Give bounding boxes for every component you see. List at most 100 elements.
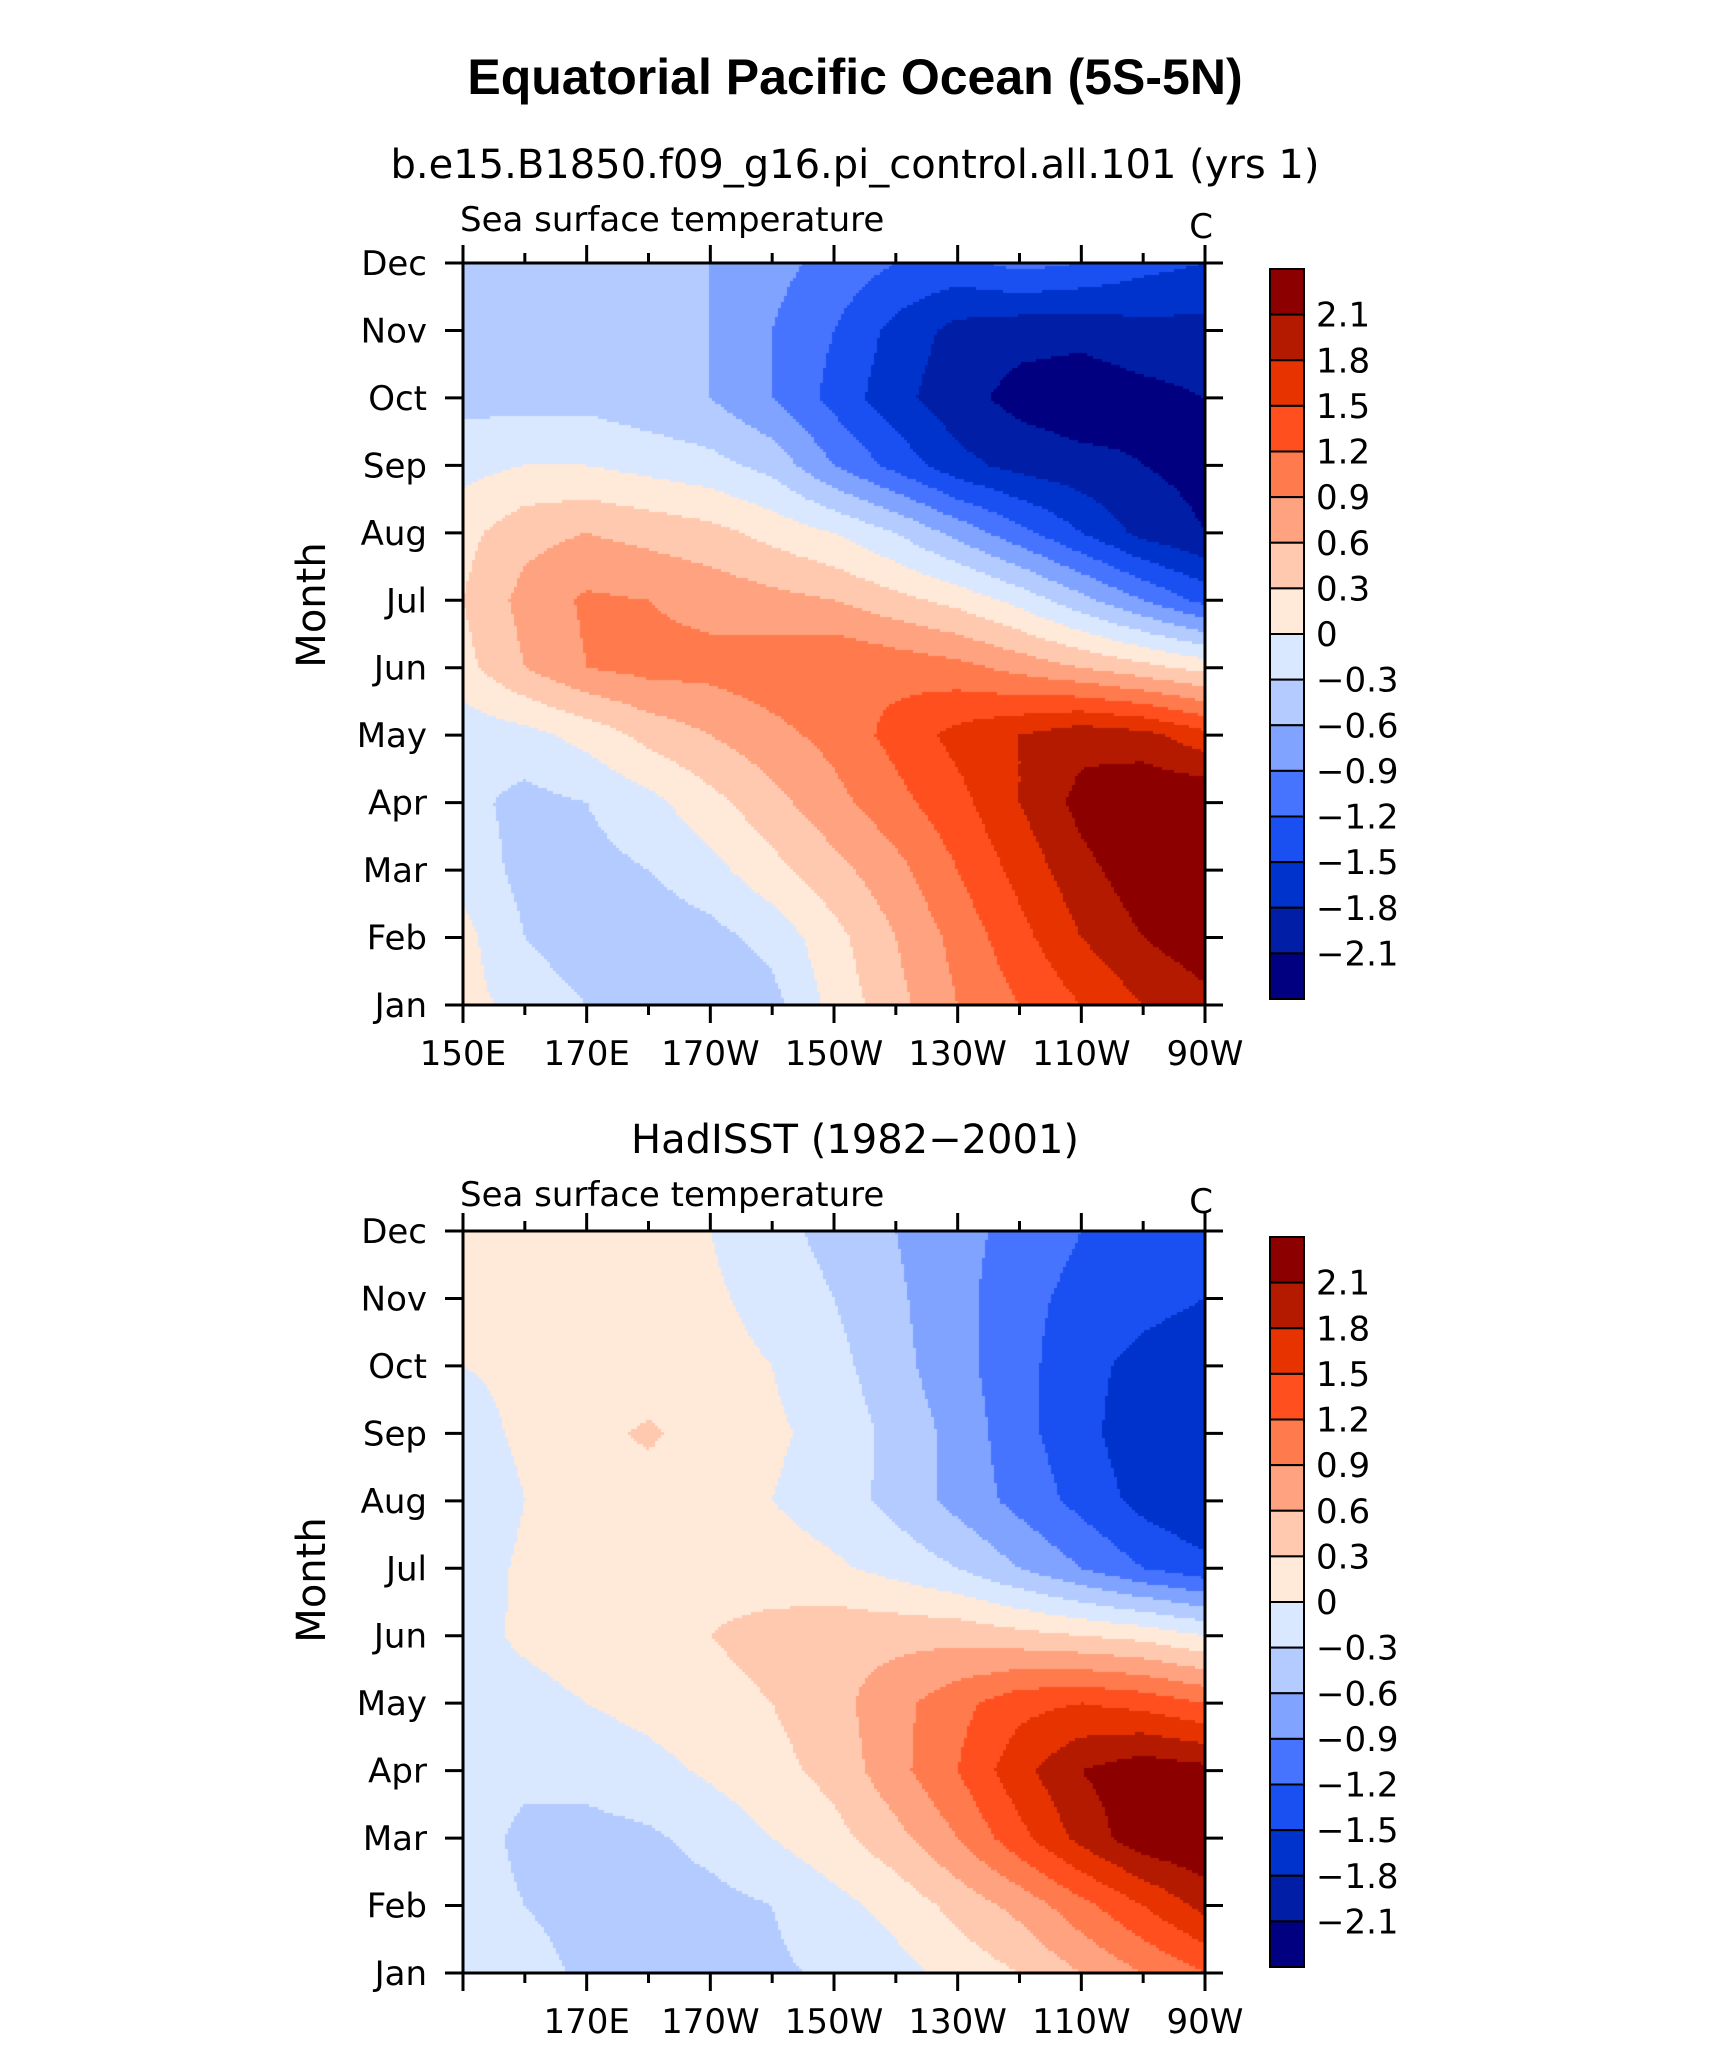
y-tick-label: Aug — [361, 514, 427, 554]
colorbar-box — [1269, 1236, 1305, 1284]
y-tick-label: Feb — [367, 919, 427, 959]
panel-observations: HadISST (1982−2001) Sea surface temperat… — [289, 1117, 1399, 2042]
colorbar-box — [1269, 1418, 1305, 1467]
colorbar-label: 0.6 — [1316, 1492, 1370, 1532]
contour-plot — [445, 1213, 1223, 1991]
y-tick-label: Feb — [367, 1887, 427, 1927]
colorbar-label: 0.3 — [1316, 1537, 1370, 1577]
colorbar-box — [1269, 587, 1305, 635]
colorbar-box — [1269, 678, 1305, 727]
colorbar-box — [1269, 861, 1305, 909]
panel-model: b.e15.B1850.f09_g16.pi_control.all.101 (… — [289, 142, 1399, 1074]
colorbar-label: 2.1 — [1316, 296, 1370, 336]
x-tick-label: 110W — [1032, 2002, 1131, 2042]
y-tick-label: Dec — [361, 1212, 427, 1252]
colorbar-label: −1.2 — [1316, 798, 1399, 838]
y-tick-label: Oct — [368, 379, 427, 419]
colorbar-label: 0.9 — [1316, 478, 1370, 518]
colorbar-box — [1269, 815, 1305, 864]
units-label: C — [1189, 207, 1213, 247]
colorbar-box — [1269, 496, 1305, 544]
x-tick-label: 130W — [908, 2002, 1007, 2042]
y-tick-label: Apr — [368, 1752, 427, 1792]
colorbar-box — [1269, 1646, 1305, 1695]
colorbar-label: 1.2 — [1316, 1401, 1370, 1441]
x-tick-label: 150W — [785, 1034, 884, 1074]
y-tick-label: Jan — [373, 1954, 427, 1994]
colorbar-label: 1.8 — [1316, 341, 1370, 381]
y-tick-label: Nov — [361, 1279, 427, 1319]
x-tick-label: 150W — [785, 2002, 884, 2042]
x-tick-label: 150E — [420, 1034, 506, 1074]
colorbar-box — [1269, 1692, 1305, 1740]
colorbar-box — [1269, 450, 1305, 499]
colorbar-label: 1.5 — [1316, 1355, 1370, 1395]
colorbar: 2.1 1.8 1.5 1.2 0.9 0.6 0.3 0 −0.3 −0.6 −0.9 −1.2 −1… — [1269, 1236, 1399, 1968]
colorbar-label: −1.5 — [1316, 1811, 1399, 1851]
colorbar-box — [1269, 1601, 1305, 1649]
colorbar-box — [1269, 1874, 1305, 1923]
colorbar-box — [1269, 952, 1305, 1000]
y-tick-label: Jun — [372, 649, 427, 689]
colorbar-box — [1269, 1327, 1305, 1375]
colorbar-label: 1.5 — [1316, 387, 1370, 427]
contour-plot — [445, 245, 1223, 1023]
y-tick-label: Jan — [373, 986, 427, 1026]
x-tick-labels: 170E 170W 150W 130W 110W 90W — [543, 2002, 1243, 2042]
colorbar-box — [1269, 1737, 1305, 1786]
x-tick-labels: 150E 170E 170W 150W 130W 110W 90W — [420, 1034, 1244, 1074]
colorbar-label: −1.2 — [1316, 1766, 1399, 1806]
colorbar: 2.1 1.8 1.5 1.2 0.9 0.6 0.3 0 −0.3 −0.6 −0.9 −1.2 −1… — [1269, 268, 1399, 1000]
colorbar-label: −0.9 — [1316, 1720, 1399, 1760]
y-tick-label: Mar — [363, 851, 427, 891]
colorbar-label: 0.3 — [1316, 569, 1370, 609]
colorbar-label: 0.9 — [1316, 1446, 1370, 1486]
main-title: Equatorial Pacific Ocean (5S-5N) — [467, 49, 1242, 105]
colorbar-box — [1269, 1372, 1305, 1421]
colorbar-label: −2.1 — [1316, 934, 1399, 974]
x-tick-label: 170E — [543, 2002, 629, 2042]
panel-title: HadISST (1982−2001) — [631, 1117, 1079, 1163]
colorbar-box — [1269, 541, 1305, 590]
colorbar-label: 0 — [1316, 615, 1338, 655]
colorbar-label: −1.8 — [1316, 889, 1399, 929]
colorbar-box — [1269, 906, 1305, 955]
left-string: Sea surface temperature — [460, 200, 884, 240]
y-tick-label: Nov — [361, 311, 427, 351]
colorbar-box — [1269, 633, 1305, 681]
x-tick-label: 130W — [908, 1034, 1007, 1074]
sst-field — [463, 263, 1205, 1005]
colorbar-box — [1269, 1281, 1305, 1330]
y-tick-label: May — [357, 716, 427, 756]
y-tick-label: Jul — [384, 1549, 427, 1589]
colorbar-box — [1269, 1920, 1305, 1968]
left-string: Sea surface temperature — [460, 1175, 884, 1215]
y-tick-label: Apr — [368, 784, 427, 824]
colorbar-label: 2.1 — [1316, 1264, 1370, 1304]
colorbar-box — [1269, 1464, 1305, 1512]
colorbar-label: −0.3 — [1316, 661, 1399, 701]
sst-field — [463, 1231, 1205, 1973]
colorbar-label: 1.2 — [1316, 433, 1370, 473]
colorbar-label: 1.8 — [1316, 1309, 1370, 1349]
colorbar-label: 0 — [1316, 1583, 1338, 1623]
x-tick-label: 170E — [543, 1034, 629, 1074]
colorbar-box — [1269, 313, 1305, 362]
y-axis-label: Month — [289, 1517, 335, 1642]
colorbar-label: −1.8 — [1316, 1857, 1399, 1897]
colorbar-box — [1269, 1509, 1305, 1558]
y-tick-label: Dec — [361, 244, 427, 284]
colorbar-box — [1269, 359, 1305, 407]
x-tick-label: 170W — [661, 2002, 760, 2042]
colorbar-label: −0.3 — [1316, 1629, 1399, 1669]
y-tick-labels: Jan Feb Mar Apr May Jun Jul Aug Sep Oct Nov Dec — [357, 244, 427, 1026]
colorbar-box — [1269, 1783, 1305, 1832]
y-tick-label: Mar — [363, 1819, 427, 1859]
x-tick-label: 90W — [1167, 2002, 1244, 2042]
colorbar-box — [1269, 268, 1305, 316]
colorbar-label: −2.1 — [1316, 1902, 1399, 1942]
y-axis-label: Month — [289, 542, 335, 667]
y-tick-label: May — [357, 1684, 427, 1724]
colorbar-label: −0.6 — [1316, 706, 1399, 746]
